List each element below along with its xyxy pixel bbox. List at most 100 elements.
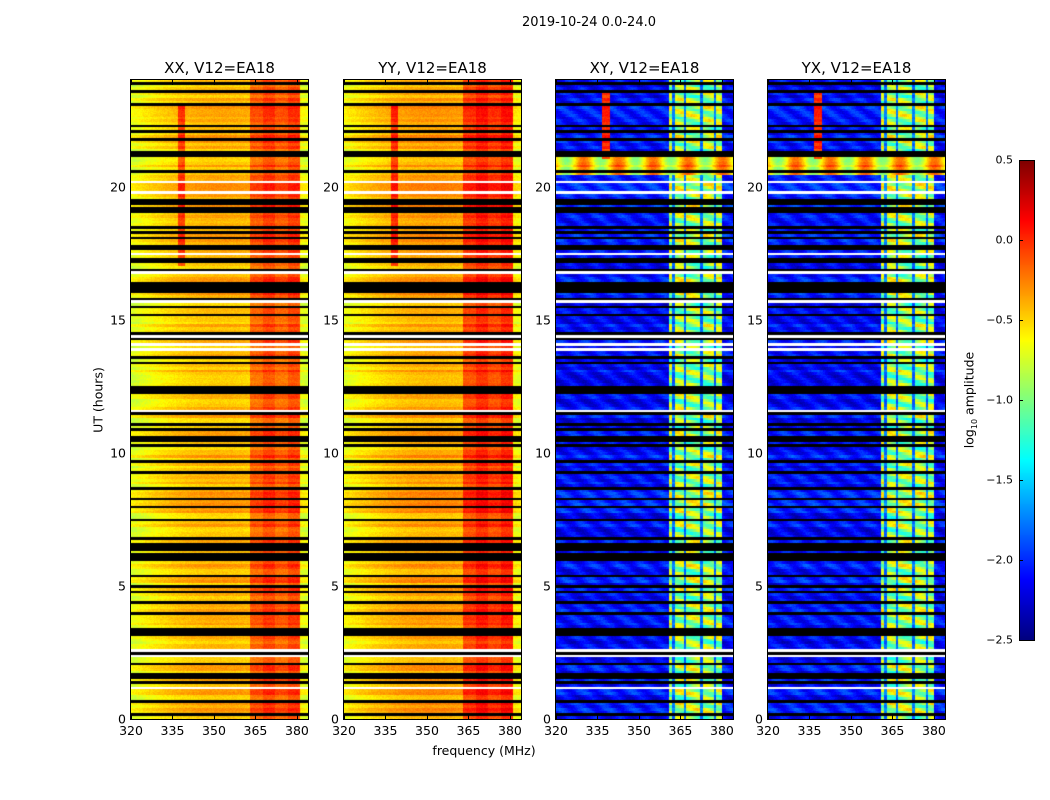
x-tick-mark [385, 80, 387, 85]
x-tick-mark [172, 714, 174, 719]
y-tick-label: 20 [747, 179, 763, 194]
x-tick-label: 365 [243, 723, 268, 738]
y-tick-label: 0 [755, 711, 763, 727]
x-tick-mark [468, 80, 470, 85]
y-tick-label: 20 [110, 179, 126, 194]
x-tick-mark [680, 714, 682, 719]
x-tick-mark [809, 714, 811, 719]
x-tick-mark [892, 714, 894, 719]
x-tick-mark [850, 80, 852, 85]
x-tick-mark [556, 80, 557, 85]
colorbar-tick-mark [1019, 240, 1023, 241]
x-tick-mark [344, 714, 345, 719]
heatmap-yy [344, 80, 521, 719]
x-tick-mark [213, 714, 215, 719]
colorbar-tick-mark [1019, 160, 1023, 161]
panel-title: XX, V12=EA18 [164, 59, 275, 77]
heatmap-xx [131, 80, 308, 719]
colorbar-tick-label: −2.5 [986, 633, 1013, 647]
x-tick-label: 320 [756, 723, 780, 738]
colorbar-tick-label: −1.0 [986, 393, 1013, 407]
x-tick-label: 335 [373, 723, 398, 738]
y-tick-label: 0 [543, 711, 551, 727]
x-tick-label: 350 [627, 723, 651, 738]
x-tick-mark [255, 714, 257, 719]
y-tick-label: 10 [323, 445, 339, 461]
x-tick-label: 380 [710, 723, 734, 738]
y-tick-label: 20 [535, 179, 551, 194]
x-tick-label: 350 [415, 723, 439, 738]
y-tick-label: 15 [110, 312, 126, 328]
x-tick-mark [131, 714, 132, 719]
x-tick-mark [131, 80, 132, 85]
x-tick-label: 320 [544, 723, 568, 738]
x-tick-mark [468, 714, 470, 719]
x-tick-mark [638, 80, 640, 85]
x-tick-label: 350 [839, 723, 863, 738]
y-tick-label: 20 [323, 179, 339, 194]
figure-title: 2019-10-24 0.0-24.0 [522, 15, 656, 30]
x-tick-mark [426, 714, 428, 719]
x-tick-label: 320 [119, 723, 143, 738]
x-tick-mark [597, 714, 599, 719]
y-tick-label: 0 [331, 711, 339, 727]
x-tick-mark [721, 714, 723, 719]
y-tick-label: 0 [118, 711, 126, 727]
x-tick-mark [426, 80, 428, 85]
x-tick-mark [255, 80, 257, 85]
x-tick-mark [296, 80, 298, 85]
y-tick-label: 10 [110, 445, 126, 461]
x-tick-mark [680, 80, 682, 85]
x-tick-label: 335 [585, 723, 610, 738]
x-tick-mark [172, 80, 174, 85]
y-tick-label: 5 [331, 578, 339, 594]
colorbar-tick-mark [1019, 640, 1023, 641]
colorbar-tick-label: −1.5 [986, 473, 1013, 487]
panel-title: YX, V12=EA18 [801, 59, 912, 77]
colorbar-label: log10 amplitude [961, 351, 979, 449]
x-tick-label: 335 [160, 723, 185, 738]
y-tick-label: 5 [543, 578, 551, 594]
panel-title: YY, V12=EA18 [378, 59, 487, 77]
x-tick-mark [768, 714, 769, 719]
y-tick-label: 5 [118, 578, 126, 594]
x-tick-mark [768, 80, 769, 85]
heatmap-xy [556, 80, 733, 719]
x-tick-label: 320 [332, 723, 356, 738]
x-tick-mark [296, 714, 298, 719]
x-tick-label: 365 [880, 723, 905, 738]
x-tick-label: 380 [922, 723, 946, 738]
x-tick-label: 380 [498, 723, 522, 738]
x-tick-mark [213, 80, 215, 85]
y-tick-label: 15 [323, 312, 339, 328]
x-tick-label: 365 [668, 723, 693, 738]
x-tick-mark [509, 80, 511, 85]
colorbar-tick-label: −0.5 [986, 313, 1013, 327]
x-tick-mark [344, 80, 345, 85]
x-tick-mark [850, 714, 852, 719]
panel-title: XY, V12=EA18 [589, 59, 700, 77]
x-tick-label: 380 [285, 723, 309, 738]
y-tick-label: 10 [535, 445, 551, 461]
y-axis-label: UT (hours) [90, 367, 106, 433]
y-tick-label: 10 [747, 445, 763, 461]
y-tick-label: 15 [535, 312, 551, 328]
colorbar-tick-label: −2.0 [986, 553, 1013, 567]
x-tick-mark [892, 80, 894, 85]
x-tick-label: 335 [797, 723, 822, 738]
x-axis-label: frequency (MHz) [432, 743, 536, 758]
x-tick-mark [809, 80, 811, 85]
y-tick-label: 15 [747, 312, 763, 328]
x-tick-mark [385, 714, 387, 719]
heatmap-yx [768, 80, 945, 719]
x-tick-mark [721, 80, 723, 85]
colorbar [1019, 160, 1034, 640]
x-tick-mark [556, 714, 557, 719]
x-tick-mark [509, 714, 511, 719]
x-tick-mark [597, 80, 599, 85]
x-tick-label: 365 [456, 723, 481, 738]
x-tick-label: 350 [202, 723, 226, 738]
colorbar-tick-mark [1019, 560, 1023, 561]
colorbar-tick-mark [1019, 400, 1023, 401]
